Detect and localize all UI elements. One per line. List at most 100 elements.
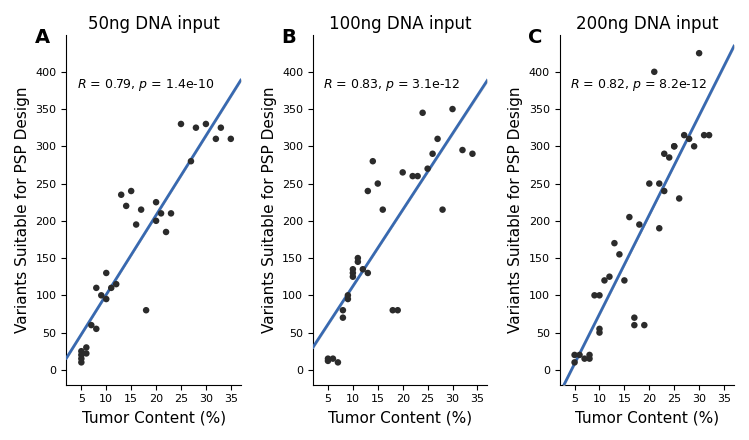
Text: $R$ = 0.79, $p$ = 1.4e-10: $R$ = 0.79, $p$ = 1.4e-10 [77,77,214,92]
Point [352,258,364,265]
Point [593,329,605,336]
Point [140,307,152,314]
Point [392,307,404,314]
Point [332,359,344,366]
Point [135,206,147,213]
Point [367,158,379,165]
Point [76,359,88,366]
Point [446,106,458,113]
Point [598,277,610,284]
Title: 100ng DNA input: 100ng DNA input [329,15,471,33]
Point [337,307,349,314]
Point [668,143,680,150]
Text: $R$ = 0.82, $p$ = 8.2e-12: $R$ = 0.82, $p$ = 8.2e-12 [570,77,707,92]
Point [91,325,103,332]
Point [653,225,665,232]
Point [422,165,434,172]
Point [431,136,443,143]
Point [397,169,409,176]
Point [673,195,685,202]
Point [653,180,665,187]
Point [342,296,354,303]
Text: B: B [282,28,297,47]
Y-axis label: Variants Suitable for PSP Design: Variants Suitable for PSP Design [261,86,276,333]
Point [583,352,595,359]
Point [362,269,374,276]
Point [200,121,212,128]
X-axis label: Tumor Content (%): Tumor Content (%) [574,410,719,425]
Point [210,136,222,143]
Point [377,206,389,213]
Point [85,322,97,329]
Point [185,158,197,165]
Point [215,124,227,131]
Point [160,228,172,235]
Point [583,355,595,362]
Point [120,202,132,209]
Point [91,284,103,291]
Point [225,136,237,143]
Point [688,143,700,150]
Point [437,206,449,213]
Point [342,292,354,299]
Point [574,352,586,359]
Point [115,191,127,198]
Point [130,221,142,228]
Point [386,307,398,314]
Point [106,284,118,291]
Point [698,132,710,139]
Point [683,136,695,143]
Point [578,355,590,362]
Point [95,292,107,299]
Point [155,210,167,217]
Point [175,121,187,128]
Point [593,325,605,332]
Point [593,292,605,299]
Point [80,350,92,357]
Point [589,292,601,299]
Point [100,269,112,276]
Text: C: C [528,28,542,47]
Point [110,281,122,288]
Point [619,277,631,284]
Point [337,314,349,321]
Point [150,217,162,224]
Point [668,143,680,150]
Title: 200ng DNA input: 200ng DNA input [575,15,718,33]
Point [634,221,646,228]
Point [357,266,369,273]
Point [613,251,625,258]
Y-axis label: Variants Suitable for PSP Design: Variants Suitable for PSP Design [509,86,524,333]
Point [125,187,137,194]
Point [456,147,468,154]
X-axis label: Tumor Content (%): Tumor Content (%) [82,410,225,425]
Point [352,255,364,262]
Point [322,355,334,362]
Point [100,296,112,303]
Point [412,172,424,180]
Point [76,355,88,362]
Y-axis label: Variants Suitable for PSP Design: Variants Suitable for PSP Design [15,86,30,333]
Point [568,359,580,366]
Point [150,199,162,206]
X-axis label: Tumor Content (%): Tumor Content (%) [328,410,473,425]
Point [608,240,620,247]
Point [568,352,580,359]
Point [362,187,374,194]
Point [76,352,88,359]
Point [372,180,383,187]
Point [322,357,334,364]
Point [693,50,705,57]
Point [347,273,359,280]
Point [467,150,479,157]
Point [638,322,650,329]
Title: 50ng DNA input: 50ng DNA input [88,15,219,33]
Point [664,154,676,161]
Point [604,273,616,280]
Point [347,269,359,276]
Point [76,348,88,355]
Point [416,109,428,116]
Point [623,213,635,220]
Point [347,266,359,273]
Point [80,344,92,351]
